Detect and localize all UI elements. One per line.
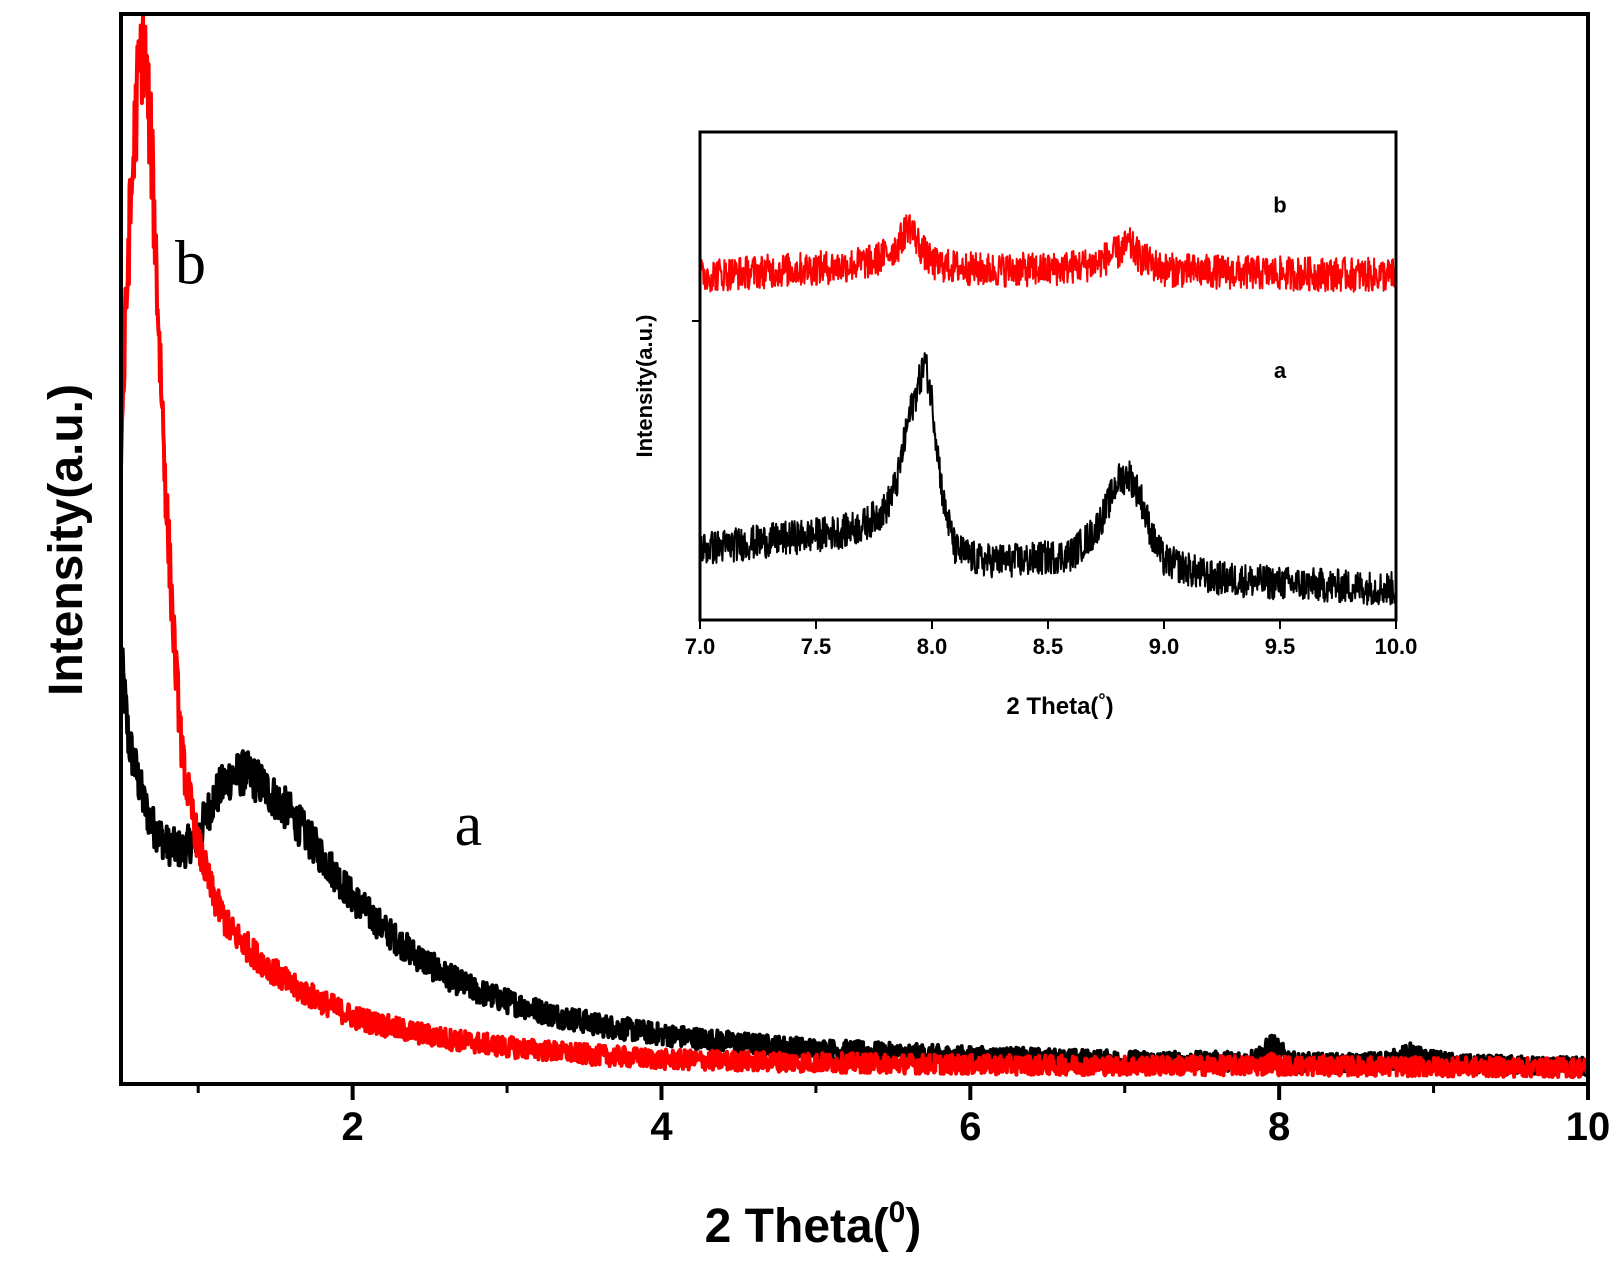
main-series-b-line bbox=[119, 14, 1590, 1080]
main-annotation-b: b bbox=[175, 230, 206, 298]
inset-x-tick-label: 7.5 bbox=[801, 634, 832, 659]
inset-series-a-line bbox=[699, 352, 1397, 606]
main-annotation-a: a bbox=[455, 791, 483, 859]
inset-series-b-line bbox=[699, 214, 1397, 293]
main-x-tick-label: 4 bbox=[650, 1105, 673, 1149]
main-x-axis-label-text: 2 Theta( bbox=[705, 1200, 889, 1253]
main-x-tick-label: 2 bbox=[342, 1105, 364, 1149]
inset-x-axis-label-text: 2 Theta( bbox=[1006, 693, 1098, 720]
inset-annotations: ba bbox=[1273, 193, 1287, 383]
inset-x-tick-label: 10.0 bbox=[1375, 634, 1418, 659]
inset-annotation-b: b bbox=[1273, 193, 1286, 218]
inset-x-axis-label: 2 Theta(°) bbox=[1006, 690, 1113, 720]
main-x-axis-label-suffix: ) bbox=[905, 1200, 921, 1253]
main-x-axis-label: 2 Theta(0) bbox=[705, 1196, 922, 1253]
inset-y-axis-label: Intensity(a.u.) bbox=[632, 314, 657, 457]
main-series-group bbox=[119, 14, 1590, 1080]
main-x-axis-label-superscript: 0 bbox=[889, 1196, 906, 1229]
inset-x-tick-label: 8.0 bbox=[917, 634, 948, 659]
main-x-tick-label: 6 bbox=[959, 1105, 981, 1149]
inset-x-tick-label: 7.0 bbox=[685, 634, 716, 659]
inset-x-tick-label: 8.5 bbox=[1033, 634, 1064, 659]
inset-annotation-a: a bbox=[1274, 358, 1287, 383]
inset-x-axis-label-superscript: ° bbox=[1098, 690, 1105, 710]
main-x-ticks: 2 4 6 8 10 bbox=[196, 1084, 1611, 1149]
inset-x-tick-label: 9.5 bbox=[1265, 634, 1296, 659]
main-plot-frame bbox=[119, 12, 1590, 1086]
main-annotations: ba bbox=[175, 230, 482, 860]
main-x-tick-label: 10 bbox=[1566, 1105, 1611, 1149]
inset-plot: 7.0 7.5 8.0 8.5 9.0 9.5 10.0 ba Intensity(a.u.… bbox=[632, 130, 1418, 720]
inset-x-axis-label-suffix: ) bbox=[1106, 693, 1114, 720]
main-x-tick-label: 8 bbox=[1268, 1105, 1290, 1149]
inset-x-tick-label: 9.0 bbox=[1149, 634, 1180, 659]
main-series-a-line bbox=[119, 647, 1590, 1078]
inset-series-group bbox=[699, 214, 1397, 606]
main-plot: 2 4 6 8 10 ba Intensity(a.u.) 2 Theta(0) bbox=[40, 12, 1611, 1253]
inset-x-ticks: 7.0 7.5 8.0 8.5 9.0 9.5 10.0 bbox=[685, 620, 1418, 659]
main-y-axis-label: Intensity(a.u.) bbox=[40, 384, 93, 696]
